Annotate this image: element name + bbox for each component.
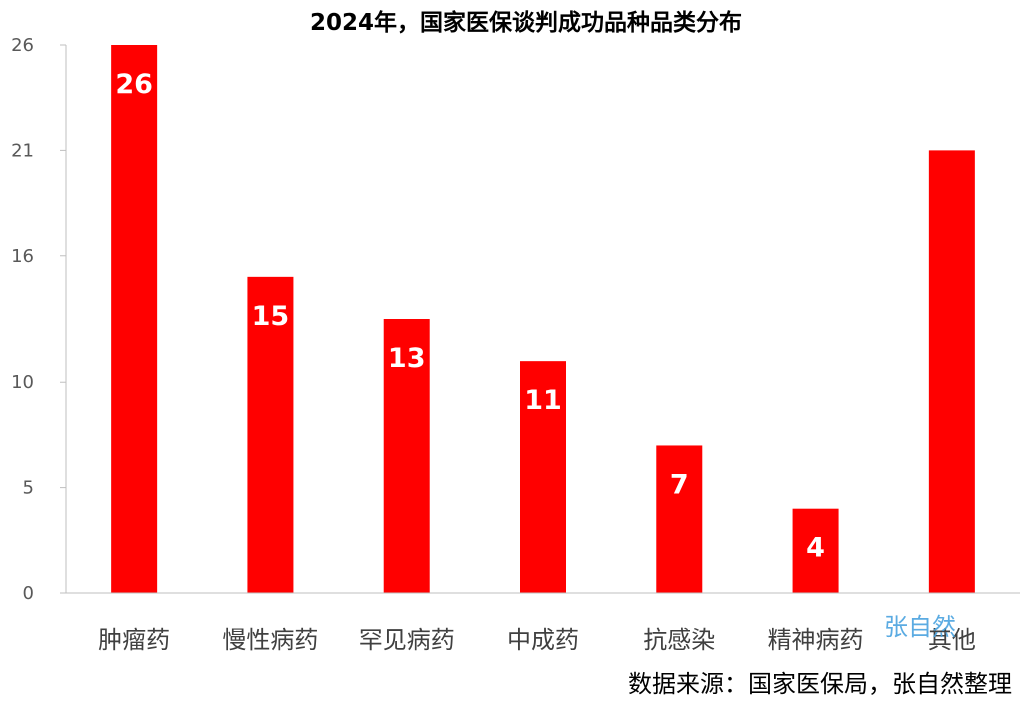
x-tick-label: 精神病药 (768, 626, 864, 654)
bar-data-label: 11 (524, 385, 562, 416)
x-axis: 肿瘤药 慢性病药 罕见病药 中成药 抗感染 精神病药 其他 (66, 592, 1020, 654)
bar (520, 361, 566, 593)
x-tick-label: 中成药 (507, 626, 579, 654)
x-tick-label: 肿瘤药 (98, 626, 170, 654)
x-tick-label: 罕见病药 (359, 626, 455, 654)
x-tick-label: 其他 (928, 626, 976, 654)
y-tick-label: 0 (23, 583, 34, 604)
bars: 26 15 13 11 7 4 (111, 45, 975, 593)
y-axis: 0 5 10 16 21 26 (11, 35, 67, 604)
bar (792, 508, 839, 593)
bar-data-label: 13 (388, 343, 426, 374)
bar (656, 445, 703, 593)
y-tick-label: 21 (11, 140, 34, 161)
x-tick-label: 抗感染 (643, 626, 715, 654)
chart-title: 2024年，国家医保谈判成功品种品类分布 (310, 9, 742, 36)
source-note: 数据来源：国家医保局，张自然整理 (628, 670, 1012, 698)
bar-data-label: 26 (115, 69, 153, 100)
bar (383, 319, 430, 593)
y-tick-label: 26 (11, 35, 34, 56)
y-tick-label: 10 (11, 372, 34, 393)
watermark-text: 张自然 (884, 613, 956, 641)
bar (928, 150, 975, 593)
x-tick-label: 慢性病药 (222, 626, 318, 654)
y-tick-label: 16 (11, 246, 34, 267)
y-tick-label: 5 (23, 478, 34, 499)
bar-data-label: 15 (252, 301, 290, 332)
bar (111, 45, 158, 593)
bar (247, 276, 294, 593)
bar-data-label: 4 (806, 533, 825, 564)
bar-data-label: 7 (670, 469, 689, 500)
